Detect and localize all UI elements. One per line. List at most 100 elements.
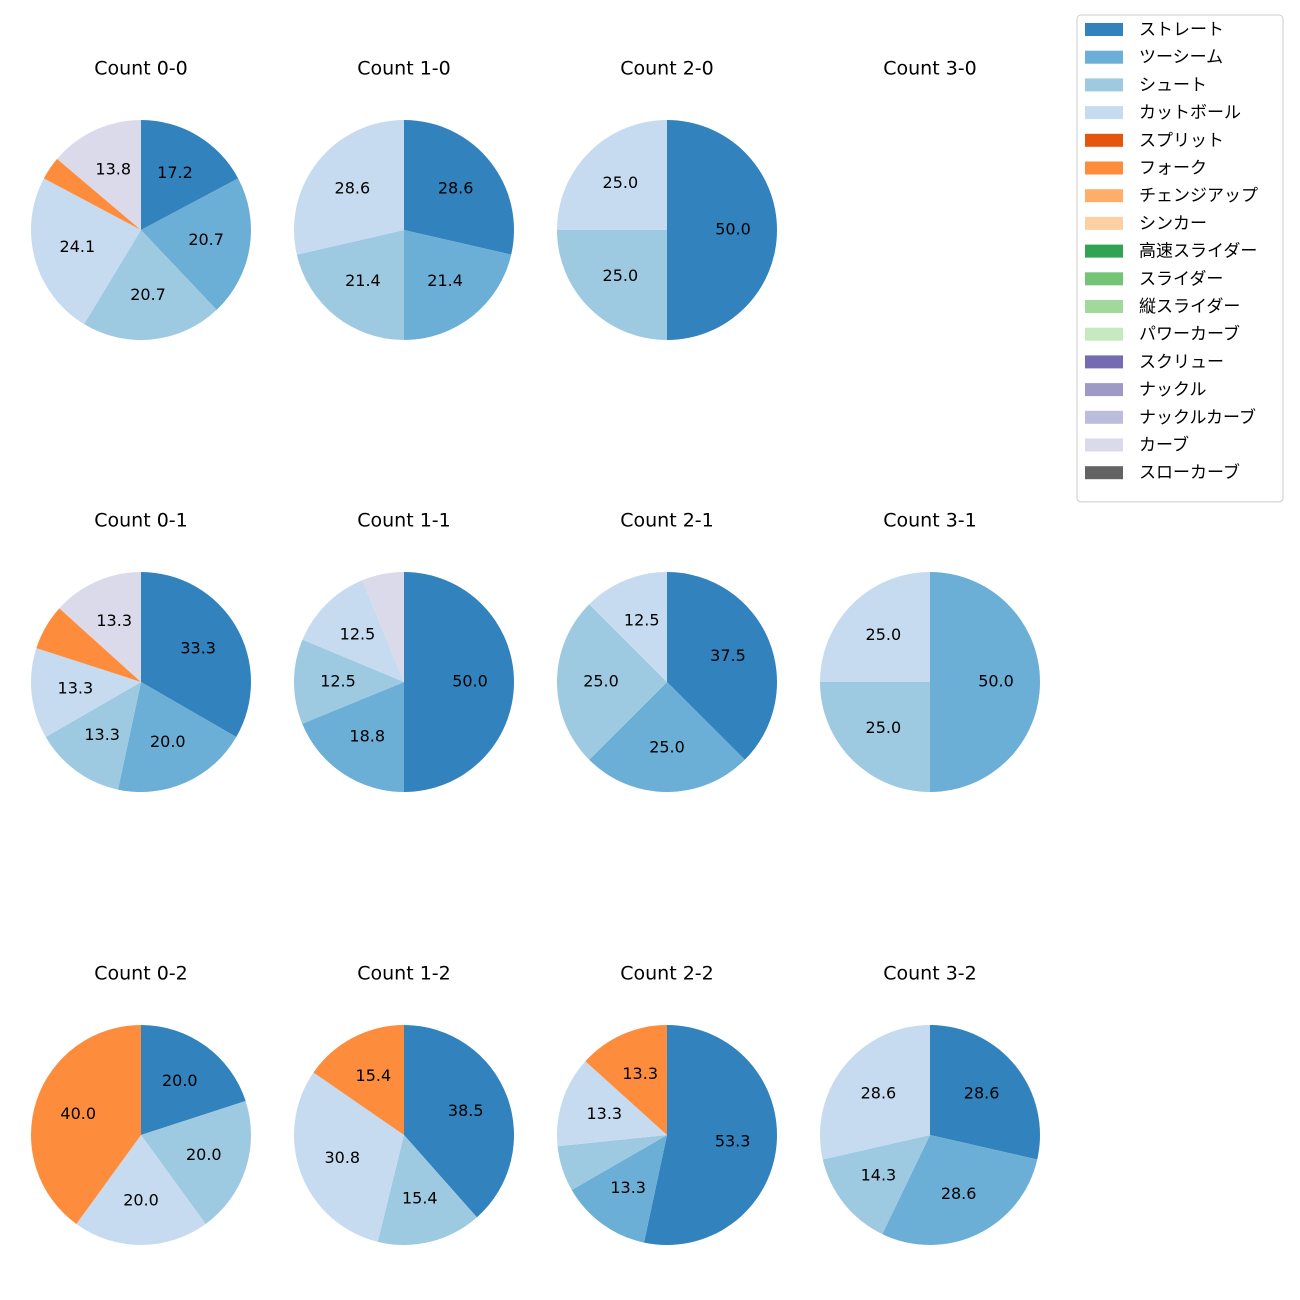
pie-slice-label: 18.8 xyxy=(349,726,385,745)
pie-slice xyxy=(643,1025,778,1246)
pie-slice xyxy=(557,1061,667,1147)
pie-slice xyxy=(141,1025,246,1135)
pie-slice-label: 20.0 xyxy=(123,1191,159,1210)
pie-slice xyxy=(141,178,251,310)
pie-slice xyxy=(819,1025,930,1160)
pie-slice xyxy=(57,120,141,230)
legend-swatch xyxy=(1085,244,1123,258)
legend-swatch xyxy=(1085,189,1123,203)
pie-slice-label: 12.5 xyxy=(320,671,356,690)
pie-slice-label: 20.0 xyxy=(162,1071,198,1090)
pie-slice xyxy=(31,1025,141,1224)
pie-slice-label: 25.0 xyxy=(866,625,902,644)
pie-slice-label: 21.4 xyxy=(345,271,381,290)
pie-slice xyxy=(557,120,667,230)
pie-slice xyxy=(45,682,141,790)
pie-slice-label: 15.4 xyxy=(402,1189,438,1208)
pie-slice xyxy=(404,572,514,792)
pie-slice xyxy=(362,572,404,682)
pie-slice xyxy=(930,1025,1040,1160)
pie-slice xyxy=(59,572,141,682)
pie-slice-label: 13.8 xyxy=(95,160,131,179)
pie-count-1-2: Count 1-2 38.5 15.4 30.8 15.4 xyxy=(293,963,514,1245)
legend-swatch xyxy=(1085,327,1123,341)
pie-title: Count 2-2 xyxy=(620,963,714,985)
pie-count-3-0: Count 3-0 xyxy=(883,58,977,80)
pie-slice-label: 28.6 xyxy=(941,1184,977,1203)
pie-slice xyxy=(36,608,141,682)
pie-slice-label: 13.3 xyxy=(586,1104,622,1123)
pie-slice xyxy=(302,682,404,792)
pie-slice xyxy=(820,682,930,792)
pie-count-2-1: Count 2-1 37.5 25.0 25.0 12.5 xyxy=(557,510,777,792)
pie-title: Count 1-0 xyxy=(357,58,451,80)
legend-swatch xyxy=(1085,410,1123,424)
pie-slice-label: 13.3 xyxy=(610,1178,646,1197)
legend-swatch xyxy=(1085,23,1123,36)
pie-slice-label: 17.2 xyxy=(157,163,193,182)
legend-frame xyxy=(1076,14,1284,503)
pie-slice xyxy=(571,1135,667,1243)
legend-swatch xyxy=(1085,272,1123,286)
pie-slice xyxy=(404,1025,514,1218)
pie-slice xyxy=(30,178,141,325)
legend-entry-label: スライダー xyxy=(1139,269,1223,289)
legend-swatch xyxy=(1085,466,1123,480)
legend-swatch xyxy=(1085,216,1123,230)
legend-entry-label: フォーク xyxy=(1139,159,1207,179)
pie-slice xyxy=(822,1135,930,1235)
pie-slice-label: 50.0 xyxy=(452,672,488,691)
pie-slice xyxy=(141,1101,251,1224)
pie-count-1-0: Count 1-0 28.6 21.4 21.4 28.6 xyxy=(294,58,514,340)
pie-slice-label: 25.0 xyxy=(603,173,639,192)
pie-slice xyxy=(557,604,667,760)
pie-title: Count 2-1 xyxy=(620,510,714,532)
pie-slice-label: 25.0 xyxy=(866,718,902,737)
legend-swatch xyxy=(1085,78,1123,92)
pie-title: Count 3-0 xyxy=(883,58,977,80)
pie-slice-label: 33.3 xyxy=(180,639,216,658)
pie-slice-label: 13.3 xyxy=(96,611,132,630)
pie-slice-label: 24.1 xyxy=(60,237,96,256)
pie-title: Count 1-2 xyxy=(357,963,451,985)
legend-entry-label: チェンジアップ xyxy=(1139,186,1258,206)
pie-title: Count 3-2 xyxy=(883,963,977,985)
pie-count-0-2: Count 0-2 20.0 20.0 20.0 40.0 xyxy=(31,963,251,1245)
pie-slice xyxy=(302,580,404,682)
legend-swatch xyxy=(1085,133,1123,147)
pie-slice-label: 28.6 xyxy=(335,178,371,197)
legend-entry-label: ナックルカーブ xyxy=(1139,407,1256,428)
pie-slice xyxy=(377,1135,477,1245)
pie-slice-label: 50.0 xyxy=(978,672,1014,691)
pie-slice xyxy=(404,120,514,255)
pie-slice-label: 38.5 xyxy=(448,1101,484,1120)
pie-slice-label: 25.0 xyxy=(583,672,619,691)
legend-swatch xyxy=(1085,300,1123,313)
pie-slice xyxy=(313,1025,404,1135)
pie-count-3-1: Count 3-1 50.0 25.0 25.0 xyxy=(820,510,1040,792)
legend-entry-label: スローカーブ xyxy=(1139,462,1240,483)
pie-slice xyxy=(667,120,777,340)
pie-slice-label: 25.0 xyxy=(603,266,639,285)
pie-slice xyxy=(667,572,777,760)
pie-count-2-2: Count 2-2 53.3 13.3 13.3 13.3 xyxy=(557,963,778,1246)
pie-count-1-1: Count 1-1 50.0 18.8 12.5 12.5 xyxy=(294,510,514,792)
legend-entry-label: 高速スライダー xyxy=(1139,242,1257,262)
pie-slice xyxy=(141,572,251,737)
pie-slice-label: 20.7 xyxy=(188,230,224,249)
pie-slice-label: 14.3 xyxy=(861,1166,897,1185)
legend-entry-label: シンカー xyxy=(1139,214,1207,234)
pie-slice xyxy=(30,648,141,737)
pie-slice-label: 28.6 xyxy=(964,1083,1000,1102)
pie-slice xyxy=(557,230,667,340)
pie-slice xyxy=(43,158,141,230)
pie-slice-label: 50.0 xyxy=(715,220,751,239)
pie-slice-label: 12.5 xyxy=(624,611,660,630)
pie-count-0-0: Count 0-0 17.2 20.7 20.7 24.1 13.8 xyxy=(30,58,251,340)
pie-title: Count 2-0 xyxy=(620,58,714,80)
pie-slice-label: 13.3 xyxy=(622,1064,658,1083)
pie-slice xyxy=(294,120,404,255)
pie-slice xyxy=(882,1135,1038,1245)
legend-entry-label: カーブ xyxy=(1139,435,1189,456)
legend-swatch xyxy=(1085,161,1123,175)
